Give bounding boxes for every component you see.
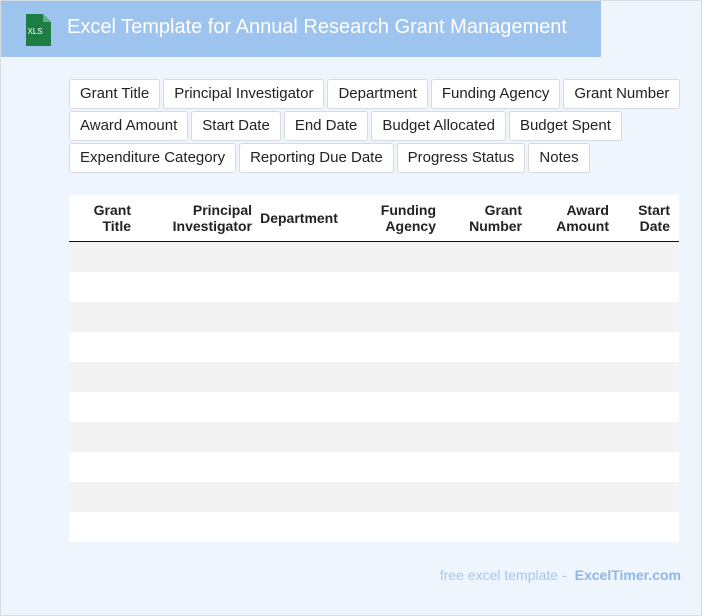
column-header: Grant Title — [93, 202, 131, 234]
tag-row: Grant Title Principal Investigator Departm… — [69, 79, 689, 109]
tag-button[interactable]: Reporting Due Date — [239, 143, 394, 173]
table-row — [69, 302, 679, 332]
footer: free excel template - ExcelTimer.com — [440, 567, 681, 583]
tag-button[interactable]: Budget Spent — [508, 111, 622, 141]
tag-button[interactable]: Grant Number — [563, 79, 681, 109]
tag-button[interactable]: Award Amount — [69, 111, 189, 141]
xls-icon: XLS — [26, 14, 51, 46]
table-row — [69, 272, 679, 302]
table-row — [69, 422, 679, 452]
column-header: Grant Number — [469, 202, 522, 234]
page-title: Excel Template for Annual Research Grant… — [67, 16, 567, 38]
tag-button[interactable]: Notes — [528, 143, 590, 173]
table-row — [69, 482, 679, 512]
tag-button[interactable]: Department — [327, 79, 428, 109]
tag-button[interactable]: Grant Title — [69, 79, 161, 109]
table-header: Grant Title Principal Investigator Departm… — [69, 195, 679, 242]
footer-link[interactable]: ExcelTimer.com — [574, 567, 681, 583]
tag-button[interactable]: Expenditure Category — [69, 143, 237, 173]
footer-text: free excel template - — [439, 567, 567, 583]
table-row — [69, 452, 679, 482]
column-header: Start Date — [638, 202, 670, 234]
tag-button[interactable]: Progress Status — [396, 143, 526, 173]
column-header: Award Amount — [556, 202, 609, 234]
column-header: Funding Agency — [380, 202, 436, 234]
icon-label: XLS — [27, 27, 42, 36]
tag-row: Expenditure Category Reporting Due Date Pr… — [69, 143, 689, 173]
table-row — [69, 392, 679, 422]
table-row — [69, 242, 679, 272]
table-row — [69, 332, 679, 362]
table-row — [69, 362, 679, 392]
table: Grant Title Principal Investigator Departm… — [69, 195, 679, 542]
tag-button[interactable]: Budget Allocated — [371, 111, 506, 141]
table-row — [69, 512, 679, 542]
column-header: Department — [260, 210, 338, 226]
header-bar: XLS Excel Template for Annual Research G… — [1, 1, 601, 57]
tag-button[interactable]: Funding Agency — [430, 79, 561, 109]
tag-button[interactable]: End Date — [283, 111, 369, 141]
column-header: Principal Investigator — [172, 202, 252, 234]
tag-button[interactable]: Start Date — [191, 111, 281, 141]
tag-row: Award Amount Start Date End Date Budget All… — [69, 111, 689, 141]
tag-button[interactable]: Principal Investigator — [163, 79, 325, 109]
tag-list: Grant Title Principal Investigator Departm… — [69, 79, 689, 175]
